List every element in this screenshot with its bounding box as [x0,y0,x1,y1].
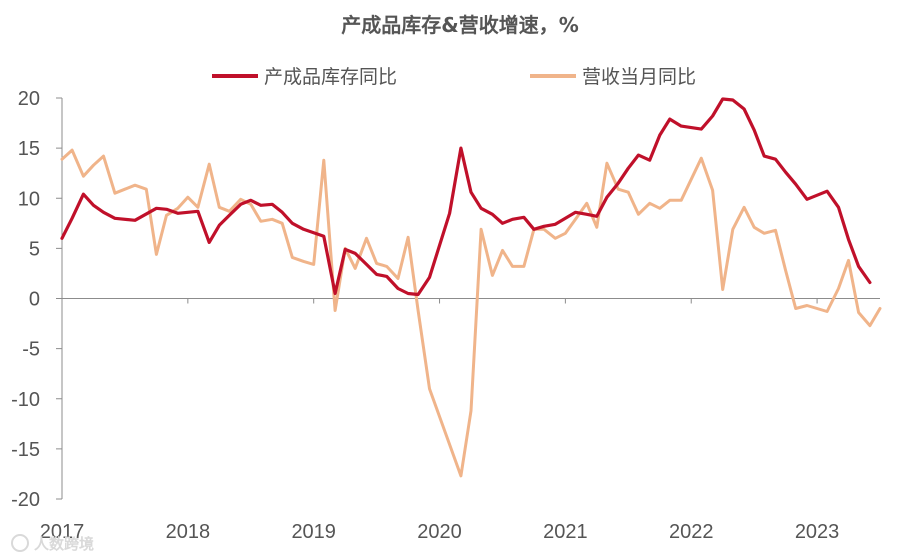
x-tick-label: 2021 [543,521,588,543]
x-tick-label: 2020 [417,521,462,543]
y-tick-label: -5 [22,339,40,361]
y-tick-label: -10 [11,389,40,411]
series-line-inventory [60,97,872,297]
x-tick-label: 2023 [795,521,840,543]
y-tick-label: 15 [18,138,40,160]
watermark-logo-icon [11,534,29,552]
legend-label-revenue: 营收当月同比 [582,66,696,88]
x-tick-label: 2022 [669,521,714,543]
y-tick-label: 20 [18,88,40,110]
legend: 产成品库存同比 营收当月同比 [212,66,696,88]
watermark-text: 人数跨境 [34,535,94,553]
series-layer [60,97,882,478]
watermark: 人数跨境 [11,534,94,553]
x-tick-label: 2019 [291,521,336,543]
x-tick-label: 2018 [166,521,211,543]
y-tick-label: -15 [11,439,40,461]
series-line-revenue [60,148,882,478]
y-tick-label: -20 [11,489,40,511]
legend-label-inventory: 产成品库存同比 [264,66,397,88]
x-tick-label: 2017 [40,521,85,543]
y-tick-label: 0 [29,289,40,311]
y-tick-label: 10 [18,188,40,210]
y-tick-label: 5 [29,238,40,260]
chart-title: 产成品库存&营收增速，% [341,13,578,37]
